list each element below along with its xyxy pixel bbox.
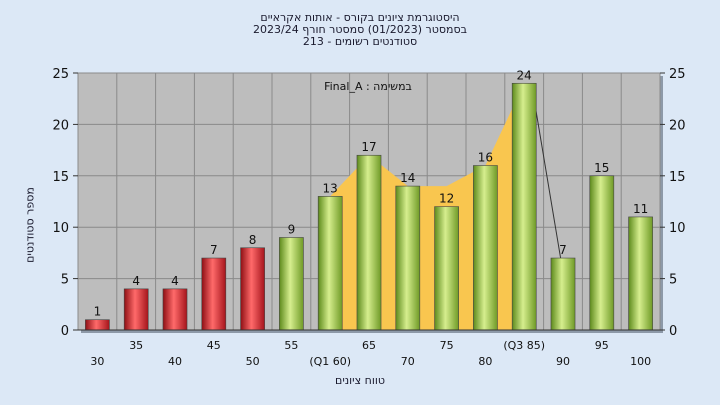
- x-tick-label: 45: [207, 339, 221, 352]
- x-tick-label: 95: [595, 339, 609, 352]
- bar-pass: [550, 257, 576, 331]
- y-tick-label-right: 20: [669, 118, 686, 133]
- bar-value-label: 9: [288, 222, 296, 236]
- y-tick-label-right: 10: [669, 221, 686, 236]
- bar-value-label: 4: [132, 274, 140, 288]
- bar-value-label: 1: [94, 305, 102, 319]
- y-tick-label-right: 15: [669, 170, 686, 185]
- chart-subtitle-enrolled: סטודנטים רשומים - 213: [302, 35, 418, 48]
- bar-value-label: 24: [517, 68, 532, 82]
- chart-title: היסטוגרמת ציונים בקורס - אותות אקראיים: [260, 11, 460, 24]
- bar-pass: [356, 154, 382, 331]
- x-tick-label: (Q1 60): [309, 355, 351, 368]
- bar-value-label: 16: [478, 151, 493, 165]
- x-tick-label: 50: [246, 355, 260, 368]
- y-tick-label-right: 0: [669, 324, 677, 339]
- bar-pass: [434, 206, 459, 331]
- bar-pass: [279, 237, 304, 331]
- y-tick-label-left: 10: [52, 221, 69, 236]
- x-tick-label: 30: [90, 355, 104, 368]
- y-tick-label-left: 0: [61, 324, 69, 339]
- bar-value-label: 17: [361, 140, 376, 154]
- bar-value-label: 12: [439, 192, 454, 206]
- y-tick-label-left: 25: [52, 67, 69, 82]
- bar-fail: [240, 247, 265, 331]
- x-tick-label: 80: [478, 355, 492, 368]
- assignment-note: Final_A : במשימה: [324, 80, 412, 93]
- bar-fail: [162, 288, 188, 331]
- bar-pass: [317, 196, 343, 331]
- bar-fail: [201, 257, 227, 331]
- chart-subtitle-semester: בסמסטר (01/2023) סמסטר חורף 2023/24: [253, 23, 467, 36]
- bar-value-label: 7: [210, 243, 218, 257]
- x-tick-label: 100: [630, 355, 651, 368]
- bar-value-label: 15: [594, 161, 609, 175]
- bar-value-label: 13: [323, 181, 338, 195]
- y-tick-label-right: 5: [669, 273, 677, 288]
- x-tick-label: 70: [401, 355, 415, 368]
- bar-pass: [628, 216, 653, 331]
- x-axis-label: טווח ציונים: [335, 374, 385, 387]
- y-tick-label-left: 5: [61, 273, 69, 288]
- bar-value-label: 14: [400, 171, 415, 185]
- x-tick-label: 55: [284, 339, 298, 352]
- bar-fail: [123, 288, 149, 331]
- bar-fail: [85, 319, 110, 331]
- x-tick-label: 40: [168, 355, 182, 368]
- bar-value-label: 7: [559, 243, 567, 257]
- y-axis-label: מספר סטודנטים: [23, 187, 37, 263]
- y-tick-label-left: 15: [52, 170, 69, 185]
- bar-pass: [473, 165, 498, 331]
- bar-pass: [589, 175, 615, 331]
- x-tick-label: 90: [556, 355, 570, 368]
- x-tick-label: (Q3 85): [503, 339, 545, 352]
- bar-value-label: 4: [171, 274, 179, 288]
- x-tick-label: 65: [362, 339, 376, 352]
- x-tick-label: 35: [129, 339, 143, 352]
- bar-value-label: 11: [633, 202, 648, 216]
- x-tick-label: 75: [440, 339, 454, 352]
- bar-pass: [395, 185, 421, 331]
- bar-pass: [511, 82, 537, 331]
- bar-value-label: 8: [249, 233, 257, 247]
- y-tick-label-left: 20: [52, 118, 69, 133]
- y-tick-label-right: 25: [669, 67, 686, 82]
